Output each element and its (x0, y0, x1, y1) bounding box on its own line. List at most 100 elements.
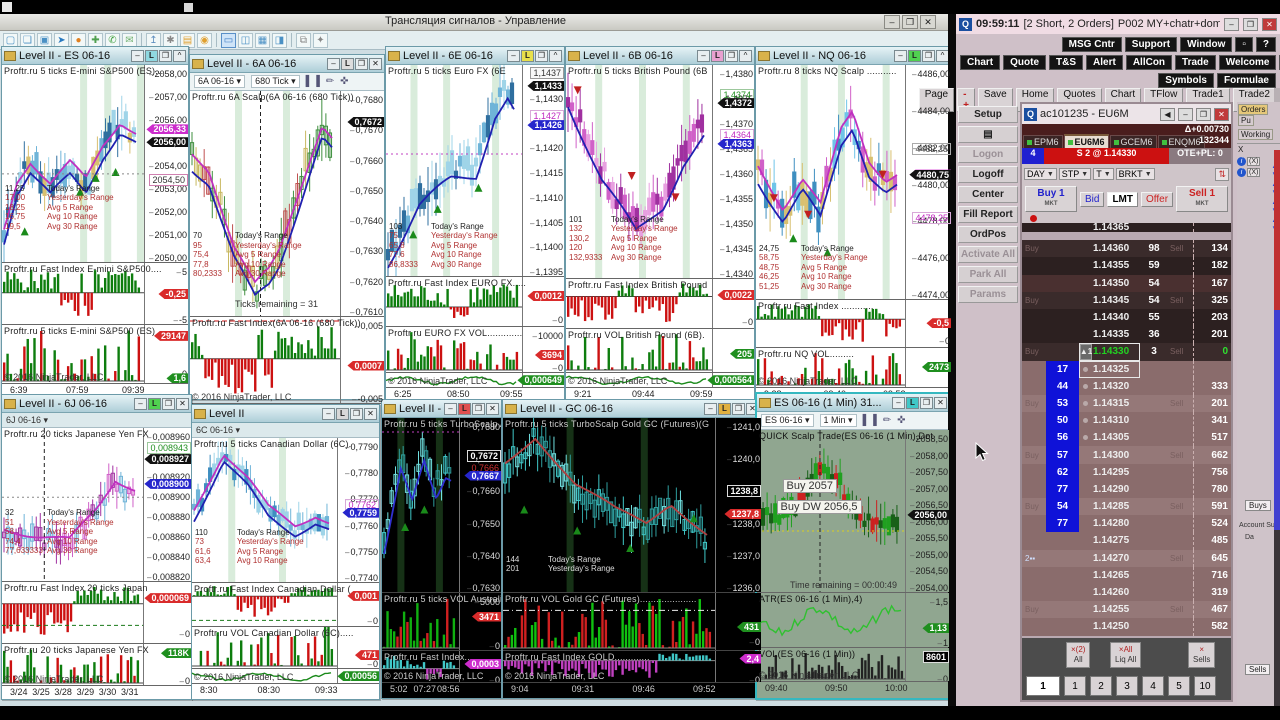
price-cell[interactable]: ▲1 1.14330 (1079, 343, 1140, 361)
draw-icon[interactable]: ✏ (325, 76, 335, 87)
buy-button[interactable]: Buy 1 MKT (1025, 186, 1077, 212)
buy-column-cell[interactable] (1022, 463, 1046, 481)
qty-button-1-current[interactable]: 1 (1026, 676, 1060, 696)
flatten-liq-all[interactable]: ×All Liq All (1110, 642, 1142, 668)
menu-btn-t-s[interactable]: T&S (1049, 55, 1084, 70)
ask-size-cell[interactable]: 36 (1140, 326, 1168, 344)
sound-icon[interactable]: ◀ (1160, 107, 1175, 121)
window-titlebar[interactable]: Level II - ES 06-16 – L ❐ ^ (2, 47, 188, 65)
link-icon[interactable]: L (718, 402, 731, 415)
link-icon[interactable]: L (145, 49, 158, 62)
bar-type-icon[interactable]: ▌▐ (305, 76, 320, 87)
ask-size-cell[interactable] (1140, 463, 1168, 481)
bid-size-cell[interactable]: 56 (1046, 429, 1079, 447)
minimize-icon[interactable]: – (1178, 107, 1193, 121)
layout-side-icon[interactable]: ◨ (272, 32, 287, 48)
flatten-sells[interactable]: × Sells (1188, 642, 1216, 668)
restore-icon[interactable]: ❐ (725, 49, 738, 62)
ask-size-cell[interactable] (1140, 498, 1168, 516)
sells-button[interactable]: Sells (1245, 664, 1271, 675)
symbol-tab-eu6m6[interactable]: EU6M6 (1063, 134, 1109, 148)
sell-column-cell[interactable] (1168, 223, 1193, 232)
sell-column-cell[interactable] (1168, 429, 1193, 447)
price-cell[interactable]: 1.14310 (1079, 412, 1140, 430)
buy-column-cell[interactable]: Buy (1022, 601, 1046, 619)
sell-column-cell[interactable] (1168, 618, 1193, 636)
close-icon[interactable]: ✕ (934, 396, 947, 409)
bid-size-cell[interactable] (1046, 343, 1079, 361)
sell-column-cell[interactable]: Sell (1168, 343, 1193, 361)
price-cell[interactable]: 1.14355 (1079, 257, 1140, 275)
window-titlebar[interactable]: Level II - 6A 06-16 –L❐✕ (190, 55, 384, 73)
ask-size-cell[interactable] (1140, 618, 1168, 636)
info-icon[interactable]: i (1237, 168, 1246, 177)
toolbar-dropdown[interactable]: ES 06-16 ▾ (761, 414, 814, 427)
crosshair-icon[interactable]: ✜ (340, 76, 349, 87)
bid-size-cell[interactable] (1046, 601, 1079, 619)
ask-size-cell[interactable] (1140, 412, 1168, 430)
bid-size-cell[interactable] (1046, 223, 1079, 232)
trading-app-titlebar[interactable]: Q 09:59:11 [2 Short, 2 Orders] P002 MY+c… (956, 14, 1280, 34)
bid-size-cell[interactable] (1046, 257, 1079, 275)
price-cell[interactable]: 1.14285 (1079, 498, 1140, 516)
tab-orders[interactable]: Orders (1238, 104, 1269, 115)
price-cell[interactable]: 1.14280 (1079, 515, 1140, 533)
buy-column-cell[interactable] (1022, 566, 1046, 584)
restore-icon[interactable]: ❐ (1243, 17, 1258, 31)
sell-column-cell[interactable] (1168, 583, 1193, 602)
sell-column-cell[interactable] (1168, 377, 1193, 395)
price-cell[interactable]: 1.14295 (1079, 463, 1140, 481)
taskbar-icon2[interactable] (184, 3, 193, 12)
ask-size-cell[interactable] (1140, 377, 1168, 395)
menu-btn-formulae[interactable]: Formulae (1216, 73, 1276, 88)
sidebar-activate-all[interactable]: Activate All (958, 246, 1018, 263)
pin-icon[interactable]: ^ (936, 49, 949, 62)
sell-column-cell[interactable] (1168, 326, 1193, 344)
menu-btn-window[interactable]: Window (1180, 37, 1233, 52)
sell-column-cell[interactable] (1168, 515, 1193, 533)
link-icon[interactable]: L (711, 49, 724, 62)
link-icon[interactable]: L (336, 407, 349, 420)
bid-size-cell[interactable] (1046, 583, 1079, 602)
minimize-icon[interactable]: – (131, 49, 144, 62)
price-cell[interactable]: 1.14265 (1079, 566, 1140, 584)
bid-size-cell[interactable] (1046, 566, 1079, 584)
bid-size-cell[interactable] (1046, 291, 1079, 309)
menu-btn-msg-cntr[interactable]: MSG Cntr (1061, 37, 1122, 52)
window-titlebar[interactable]: Level II - 6E 06-16 – L ❐ ^ (386, 47, 564, 65)
minimize-icon[interactable]: – (892, 396, 905, 409)
minimize-icon[interactable]: – (327, 57, 340, 70)
buy-column-cell[interactable] (1022, 377, 1046, 395)
info-icon[interactable]: i (1237, 157, 1246, 166)
pin-icon[interactable]: ^ (173, 49, 186, 62)
bid-size-cell[interactable] (1046, 240, 1079, 258)
sidebar-center[interactable]: Center (958, 186, 1018, 203)
menu-btn-[interactable]: ▫ (1235, 37, 1253, 52)
menu-btn-trade[interactable]: Trade (1175, 55, 1216, 70)
dropdown-brkt[interactable]: BRKT ▼ (1115, 168, 1155, 180)
ask-size-cell[interactable] (1140, 360, 1168, 378)
buy-column-cell[interactable] (1022, 274, 1046, 292)
buy-column-cell[interactable] (1022, 429, 1046, 447)
close-icon[interactable]: ✕ (1214, 107, 1229, 121)
price-cell[interactable]: 1.14260 (1079, 583, 1140, 602)
sidebar-setup[interactable]: Setup (958, 106, 1018, 123)
sell-column-cell[interactable]: Sell (1168, 240, 1193, 258)
price-cell[interactable]: 1.14360 (1079, 240, 1140, 258)
minimize-icon[interactable]: – (894, 49, 907, 62)
ask-size-cell[interactable] (1140, 566, 1168, 584)
ask-size-cell[interactable] (1140, 583, 1168, 602)
window-titlebar[interactable]: Level II - 6B 06-16 – L ❐ ^ (566, 47, 754, 65)
ask-size-cell[interactable]: 59 (1140, 257, 1168, 275)
close-icon[interactable]: ✕ (369, 57, 382, 70)
bid-size-cell[interactable]: 17 (1046, 360, 1079, 378)
qty-button-4[interactable]: 4 (1142, 676, 1164, 696)
ask-size-cell[interactable]: 3 (1140, 343, 1168, 361)
link-icon[interactable]: L (908, 49, 921, 62)
menu-btn-[interactable]: ? (1255, 37, 1276, 52)
cancel-order-button[interactable]: (X) (1247, 168, 1261, 177)
chat-icon[interactable]: ✉ (122, 32, 137, 48)
restore-icon[interactable]: ❐ (920, 396, 933, 409)
dropdown-t[interactable]: T ▼ (1093, 168, 1114, 180)
minimize-icon[interactable]: – (697, 49, 710, 62)
